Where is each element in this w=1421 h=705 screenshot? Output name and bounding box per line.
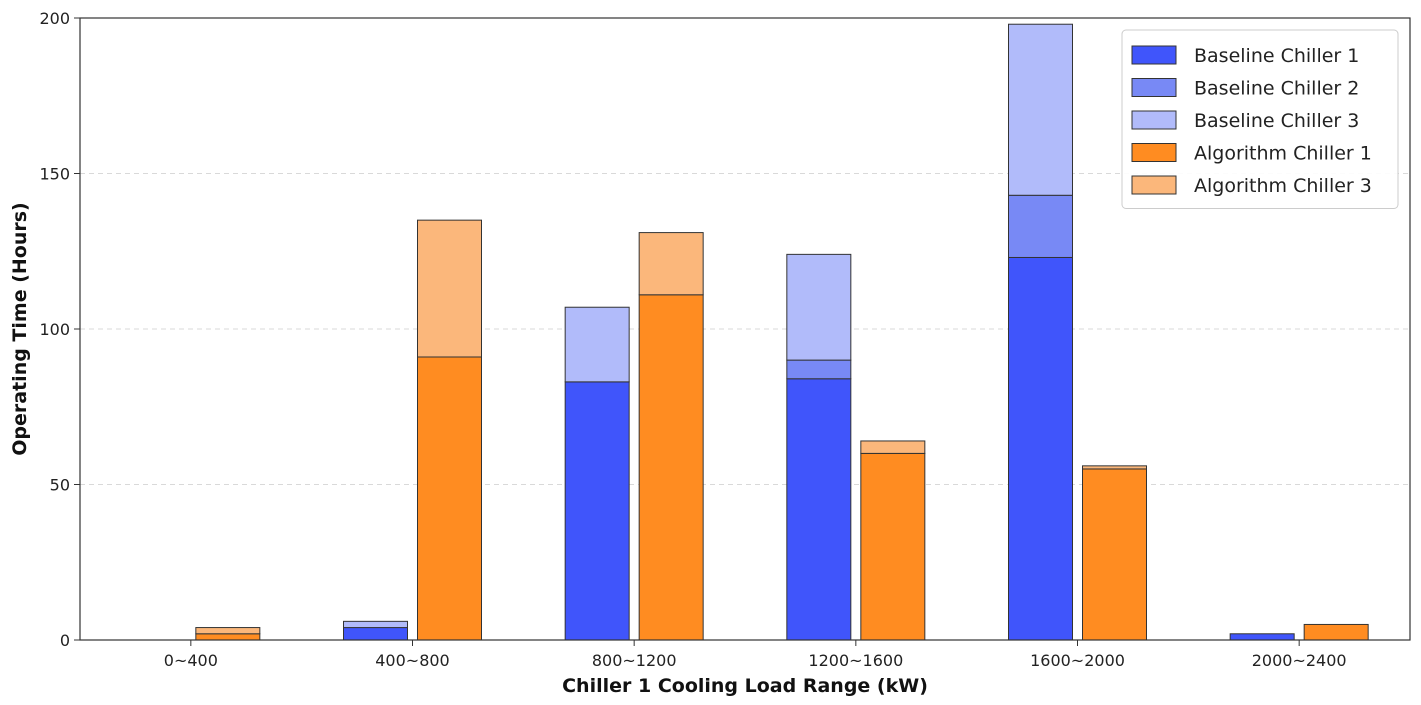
x-tick-label: 1200~1600 bbox=[808, 651, 903, 670]
x-axis-title: Chiller 1 Cooling Load Range (kW) bbox=[562, 675, 928, 697]
y-tick-label: 50 bbox=[50, 476, 70, 495]
bar-baseline-chiller-2 bbox=[786, 359, 852, 380]
legend-label: Baseline Chiller 2 bbox=[1194, 78, 1359, 100]
bar-baseline-chiller-1 bbox=[1229, 633, 1295, 641]
y-axis: 0 50 100 150 200 bbox=[39, 9, 80, 650]
bar-algorithm-chiller-1 bbox=[638, 294, 704, 641]
legend-swatch-baseline-chiller-2 bbox=[1131, 78, 1177, 97]
x-tick-label: 1600~2000 bbox=[1030, 651, 1125, 670]
bar-baseline-chiller-3 bbox=[343, 620, 408, 629]
bar-baseline-chiller-3 bbox=[786, 253, 852, 361]
legend-box bbox=[1121, 29, 1399, 209]
bar-algorithm-chiller-1 bbox=[1303, 623, 1369, 641]
x-tick-label: 400~800 bbox=[375, 651, 449, 670]
bar-algorithm-chiller-3 bbox=[417, 219, 482, 358]
bar-baseline-chiller-1 bbox=[1008, 256, 1073, 641]
legend-label: Algorithm Chiller 3 bbox=[1194, 175, 1372, 197]
bar-algorithm-chiller-3 bbox=[195, 627, 261, 635]
bar-algorithm-chiller-3 bbox=[1082, 465, 1147, 470]
bar-algorithm-chiller-3 bbox=[638, 232, 704, 296]
bar-baseline-chiller-1 bbox=[343, 627, 408, 641]
legend-swatch-baseline-chiller-1 bbox=[1131, 45, 1177, 65]
bars bbox=[195, 23, 1369, 641]
legend-swatch-algorithm-chiller-1 bbox=[1131, 143, 1177, 162]
bar-baseline-chiller-2 bbox=[1008, 194, 1073, 258]
legend-label: Baseline Chiller 3 bbox=[1194, 110, 1359, 132]
bar-baseline-chiller-1 bbox=[564, 381, 630, 641]
bar-baseline-chiller-3 bbox=[564, 306, 630, 383]
bar-baseline-chiller-3 bbox=[1008, 23, 1073, 196]
x-tick-label: 800~1200 bbox=[592, 651, 677, 670]
legend-label: Algorithm Chiller 1 bbox=[1194, 143, 1372, 165]
bar-baseline-chiller-1 bbox=[786, 378, 852, 641]
legend-swatch-baseline-chiller-3 bbox=[1131, 110, 1177, 130]
bar-algorithm-chiller-1 bbox=[417, 356, 482, 641]
bar-algorithm-chiller-3 bbox=[860, 440, 926, 454]
y-axis-title: Operating Time (Hours) bbox=[9, 202, 31, 455]
x-axis: 0~400 400~800 800~1200 1200~1600 1600~2000 20… bbox=[164, 640, 1347, 670]
y-tick-label: 200 bbox=[39, 9, 70, 28]
grid-lines bbox=[80, 173, 1410, 485]
bar-algorithm-chiller-1 bbox=[860, 452, 926, 641]
y-tick-label: 0 bbox=[60, 631, 70, 650]
legend-label: Baseline Chiller 1 bbox=[1194, 45, 1359, 67]
y-tick-label: 150 bbox=[39, 165, 70, 184]
legend: Baseline Chiller 1 Baseline Chiller 2 Base… bbox=[1121, 29, 1399, 209]
bar-algorithm-chiller-1 bbox=[195, 633, 261, 641]
legend-swatch-algorithm-chiller-3 bbox=[1131, 175, 1177, 195]
y-tick-label: 100 bbox=[39, 320, 70, 339]
x-tick-label: 2000~2400 bbox=[1252, 651, 1347, 670]
x-tick-label: 0~400 bbox=[164, 651, 218, 670]
bar-algorithm-chiller-1 bbox=[1082, 468, 1147, 641]
